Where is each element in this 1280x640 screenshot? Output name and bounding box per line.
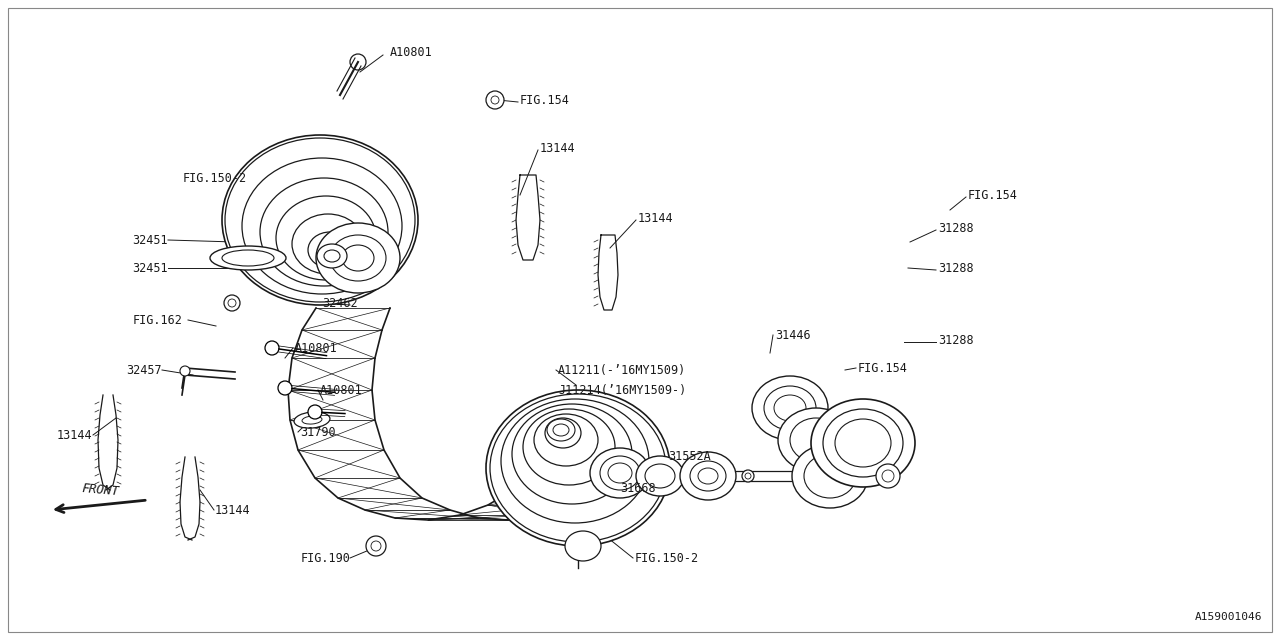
Ellipse shape xyxy=(835,419,891,467)
Text: A11211(-’16MY1509): A11211(-’16MY1509) xyxy=(558,364,686,376)
Ellipse shape xyxy=(316,223,401,293)
Text: 32462: 32462 xyxy=(323,296,357,310)
Text: 13144: 13144 xyxy=(215,504,251,516)
Text: FIG.154: FIG.154 xyxy=(520,93,570,106)
Circle shape xyxy=(278,381,292,395)
Ellipse shape xyxy=(210,246,285,270)
Circle shape xyxy=(486,91,504,109)
Text: 31446: 31446 xyxy=(774,328,810,342)
Text: A10801: A10801 xyxy=(320,383,362,397)
Ellipse shape xyxy=(753,376,828,440)
Circle shape xyxy=(224,295,241,311)
Ellipse shape xyxy=(330,235,387,281)
Ellipse shape xyxy=(500,399,649,523)
Ellipse shape xyxy=(690,461,726,491)
Circle shape xyxy=(265,341,279,355)
Text: J11214(’16MY1509-): J11214(’16MY1509-) xyxy=(558,383,686,397)
Ellipse shape xyxy=(600,456,640,490)
Ellipse shape xyxy=(294,412,330,428)
Text: FIG.190: FIG.190 xyxy=(300,552,349,564)
Ellipse shape xyxy=(792,444,868,508)
Ellipse shape xyxy=(292,214,364,274)
Circle shape xyxy=(742,470,754,482)
Ellipse shape xyxy=(804,454,856,498)
Text: FIG.154: FIG.154 xyxy=(858,362,908,374)
Ellipse shape xyxy=(812,399,915,487)
Text: A10801: A10801 xyxy=(390,45,433,58)
Circle shape xyxy=(308,405,323,419)
Ellipse shape xyxy=(512,404,632,504)
Ellipse shape xyxy=(764,386,817,430)
Text: FIG.154: FIG.154 xyxy=(968,189,1018,202)
Ellipse shape xyxy=(545,418,581,448)
Ellipse shape xyxy=(225,138,415,302)
Text: 13144: 13144 xyxy=(637,211,673,225)
Ellipse shape xyxy=(242,158,402,294)
Text: 31668: 31668 xyxy=(620,481,655,495)
Text: 31288: 31288 xyxy=(938,221,974,234)
Text: 32451: 32451 xyxy=(132,234,168,246)
Ellipse shape xyxy=(221,135,419,305)
Text: A159001046: A159001046 xyxy=(1194,612,1262,622)
Circle shape xyxy=(876,464,900,488)
Circle shape xyxy=(180,366,189,376)
Ellipse shape xyxy=(564,531,602,561)
Text: 13144: 13144 xyxy=(56,429,92,442)
Ellipse shape xyxy=(680,452,736,500)
Ellipse shape xyxy=(823,409,902,477)
Ellipse shape xyxy=(308,232,352,268)
Ellipse shape xyxy=(534,414,598,466)
Text: 32451: 32451 xyxy=(132,262,168,275)
Text: 31790: 31790 xyxy=(300,426,335,438)
Ellipse shape xyxy=(547,419,575,441)
Ellipse shape xyxy=(260,178,388,286)
Text: 13144: 13144 xyxy=(540,141,576,154)
Ellipse shape xyxy=(317,244,347,268)
Ellipse shape xyxy=(486,390,669,546)
Text: 31552A: 31552A xyxy=(668,449,710,463)
Text: 32457: 32457 xyxy=(127,364,163,376)
Ellipse shape xyxy=(590,448,650,498)
Ellipse shape xyxy=(221,250,274,266)
Ellipse shape xyxy=(645,464,675,488)
Text: 31288: 31288 xyxy=(938,333,974,346)
Text: FIG.150-2: FIG.150-2 xyxy=(183,172,247,184)
Text: 31288: 31288 xyxy=(938,262,974,275)
Ellipse shape xyxy=(790,418,842,462)
Circle shape xyxy=(349,54,366,70)
Text: FIG.150-2: FIG.150-2 xyxy=(635,552,699,564)
Text: FIG.162: FIG.162 xyxy=(133,314,183,326)
Ellipse shape xyxy=(490,394,666,542)
Ellipse shape xyxy=(778,408,854,472)
Ellipse shape xyxy=(524,409,614,485)
Ellipse shape xyxy=(636,456,684,496)
Text: A10801: A10801 xyxy=(294,342,338,355)
Text: FRONT: FRONT xyxy=(81,482,119,498)
Ellipse shape xyxy=(276,196,376,280)
Circle shape xyxy=(366,536,387,556)
